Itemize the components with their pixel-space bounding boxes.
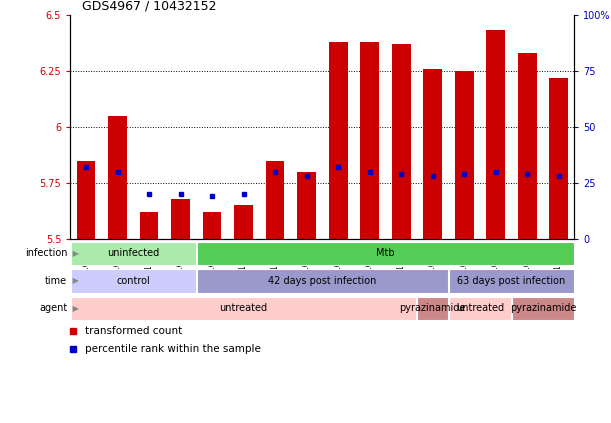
Bar [423,69,442,239]
Text: 63 days post infection: 63 days post infection [457,276,565,286]
Text: infection: infection [24,248,67,258]
Text: time: time [45,276,67,286]
Bar [360,42,379,239]
Bar [329,42,348,239]
Bar [108,115,127,239]
Bar [234,205,253,239]
Text: untreated: untreated [219,303,268,313]
Text: ▶: ▶ [70,304,79,313]
Text: GDS4967 / 10432152: GDS4967 / 10432152 [82,0,217,13]
Text: ▶: ▶ [70,276,79,286]
Bar [297,172,316,239]
Text: Mtb: Mtb [376,248,395,258]
Bar [197,242,574,266]
Bar [455,71,474,239]
Bar [71,269,196,293]
Bar [549,77,568,239]
Bar [71,297,416,321]
Text: untreated: untreated [456,303,504,313]
Bar [518,53,536,239]
Text: agent: agent [39,303,67,313]
Text: uninfected: uninfected [107,248,159,258]
Text: transformed count: transformed count [86,327,183,336]
Text: 42 days post infection: 42 days post infection [268,276,376,286]
Bar [392,44,411,239]
Bar [139,212,158,239]
Bar [486,30,505,239]
Text: ▶: ▶ [70,249,79,258]
Bar [71,242,196,266]
Bar [197,269,448,293]
Bar [203,212,221,239]
Bar [171,199,190,239]
Bar [512,297,574,321]
Bar [449,269,574,293]
Bar [76,161,95,239]
Bar [449,297,511,321]
Text: percentile rank within the sample: percentile rank within the sample [86,344,262,354]
Bar [417,297,448,321]
Text: pyrazinamide: pyrazinamide [400,303,466,313]
Text: control: control [117,276,150,286]
Text: pyrazinamide: pyrazinamide [510,303,576,313]
Bar [266,161,285,239]
